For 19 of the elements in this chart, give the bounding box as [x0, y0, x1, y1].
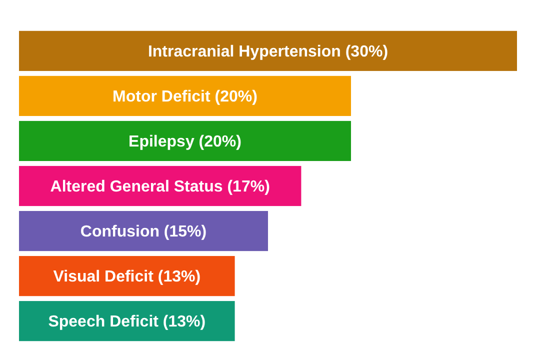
- y-tick-label: Epilepsy: [128, 134, 194, 151]
- y-tick-label: Intracranial Hypertension: [148, 44, 341, 61]
- bar: [19, 120, 351, 162]
- bar: [19, 256, 235, 296]
- data-label: (13%): [153, 268, 201, 286]
- bar: [19, 30, 517, 71]
- y-tick-label: Speech Deficit: [48, 314, 160, 331]
- data-label: (17%): [222, 178, 270, 196]
- y-tick-label: Confusion: [80, 224, 160, 241]
- data-label: (13%): [158, 314, 206, 331]
- y-tick-label: Visual Deficit: [53, 268, 154, 286]
- data-label: (20%): [194, 134, 242, 151]
- y-tick-label: Altered General Status: [50, 178, 223, 196]
- bar: [19, 210, 268, 252]
- data-label: (20%): [210, 88, 258, 106]
- data-label: (15%): [159, 224, 207, 241]
- y-tick-label: Motor Deficit: [112, 88, 211, 106]
- bar: [19, 76, 351, 116]
- data-label: (30%): [340, 44, 388, 61]
